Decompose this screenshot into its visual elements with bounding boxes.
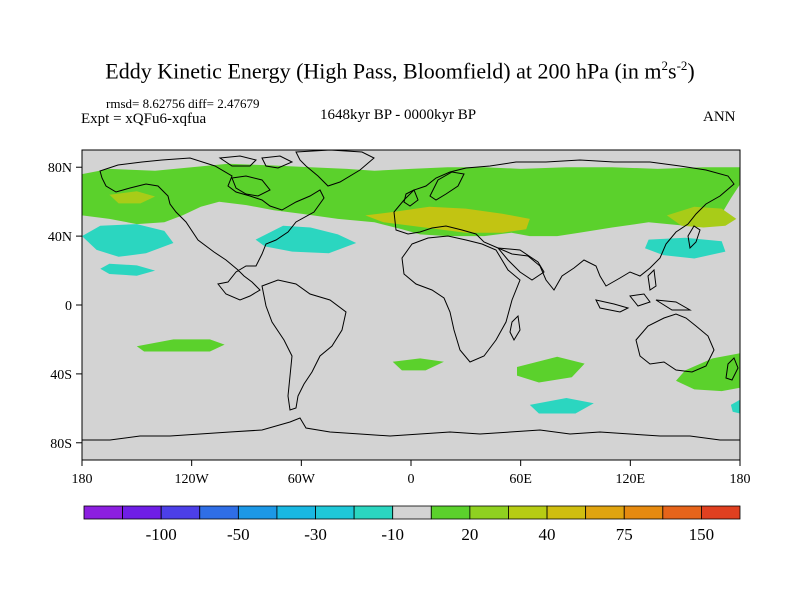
colorbar-swatch xyxy=(315,505,355,520)
region-east-asia-cyan xyxy=(645,237,726,259)
coast-australia xyxy=(635,313,715,373)
x-tick-label: 60W xyxy=(288,472,316,487)
colorbar-swatch xyxy=(276,505,316,520)
region-south-pacific-green xyxy=(136,339,225,352)
colorbar-swatch xyxy=(237,505,278,520)
y-tick-label: 40S xyxy=(50,368,72,383)
colorbar-label: -10 xyxy=(381,525,404,544)
coast-arctic-islands xyxy=(218,155,294,169)
colorbar-label: 20 xyxy=(461,525,478,544)
colorbar-swatch xyxy=(83,505,123,520)
colorbar-label: 150 xyxy=(689,525,715,544)
region-south-indian-green xyxy=(517,356,585,383)
colorbar-label: 75 xyxy=(616,525,633,544)
y-tick-label: 0 xyxy=(65,299,72,314)
coastlines xyxy=(82,150,740,441)
colorbar-label: -30 xyxy=(304,525,327,544)
region-south-atlantic-green xyxy=(392,358,444,371)
coast-south-america xyxy=(261,279,347,411)
region-new-zealand-cyan xyxy=(730,399,740,414)
colorbar-swatch xyxy=(585,505,625,520)
y-tick-label: 80S xyxy=(50,437,72,452)
colorbar-swatch xyxy=(508,505,548,520)
colorbar-swatch xyxy=(430,505,471,520)
x-tick-label: 120E xyxy=(616,472,646,487)
region-north-pacific-cyan-tail xyxy=(100,263,156,276)
period-label: 1648kyr BP - 0000kyr BP xyxy=(320,107,477,123)
axis-ticks: 180 120W 60W 0 60E 120E 180 80N 40N 0 40S 80S xyxy=(48,161,751,487)
colorbar-label: -100 xyxy=(146,525,177,544)
coast-antarctica xyxy=(82,417,740,441)
colorbar-label: 40 xyxy=(539,525,556,544)
region-west-pacific-jet-maximum xyxy=(666,206,737,228)
chart-title: Eddy Kinetic Energy (High Pass, Bloomfie… xyxy=(105,58,695,84)
coast-arabia xyxy=(496,247,545,281)
season-label: ANN xyxy=(703,109,736,125)
coast-scandinavia xyxy=(429,171,465,201)
coast-africa xyxy=(401,235,521,363)
region-north-pacific-cyan xyxy=(82,224,174,257)
contour-regions xyxy=(82,163,740,414)
experiment-label: Expt = xQFu6-xqfua xyxy=(81,111,207,127)
colorbar-swatch xyxy=(392,505,432,520)
x-tick-label: 60E xyxy=(509,472,532,487)
coast-new-zealand xyxy=(725,357,739,381)
coast-hudson-bay xyxy=(231,175,271,197)
colorbar-swatch xyxy=(160,505,201,520)
rmsd-diff-stats: rmsd= 8.62756 diff= 2.47679 xyxy=(106,96,260,111)
y-tick-label: 40N xyxy=(48,230,72,245)
colorbar-swatch xyxy=(623,505,664,520)
x-tick-label: 120W xyxy=(175,472,210,487)
colorbar-swatch xyxy=(469,505,509,520)
region-southern-indian-cyan xyxy=(529,398,594,414)
coast-greenland xyxy=(295,150,375,187)
region-tasman-green xyxy=(676,353,740,392)
colorbar-swatch xyxy=(546,505,587,520)
colorbar-swatch xyxy=(701,505,741,520)
x-tick-label: 0 xyxy=(408,472,415,487)
coast-madagascar xyxy=(509,314,521,342)
colorbar-label: -50 xyxy=(227,525,250,544)
colorbar-swatch xyxy=(122,505,162,520)
colorbar-swatch xyxy=(662,505,702,520)
colorbar-swatch xyxy=(199,505,239,520)
x-tick-label: 180 xyxy=(72,472,93,487)
region-north-america-jet-core xyxy=(109,191,156,204)
y-tick-label: 80N xyxy=(48,161,72,176)
region-north-atlantic-cyan xyxy=(255,225,357,254)
coast-british-isles xyxy=(403,189,419,207)
region-europe-jet-maximum xyxy=(365,206,530,233)
coast-japan xyxy=(687,225,701,250)
coast-north-america xyxy=(99,157,325,301)
region-northern-hemisphere-storm-track xyxy=(82,163,740,237)
colorbar: -100 -50 -30 -10 20 40 75 150 xyxy=(83,505,741,544)
x-tick-label: 180 xyxy=(730,472,751,487)
colorbar-swatch xyxy=(353,505,394,520)
coast-indonesia xyxy=(595,268,692,313)
